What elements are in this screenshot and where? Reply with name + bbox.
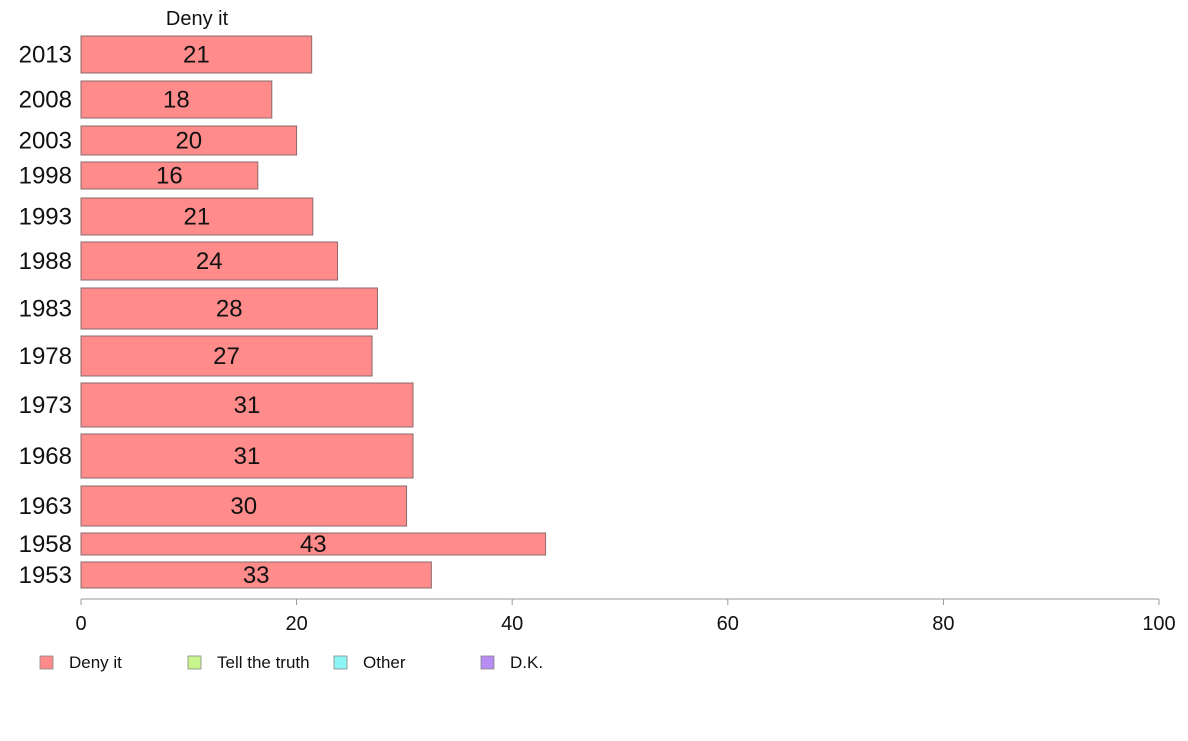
bar-2013: [80, 35, 313, 74]
legend: Deny it Tell the truth Other D.K.: [39, 653, 543, 672]
x-axis: 0 20 40 60 80 100: [75, 598, 1176, 635]
x-tick-label-40: 40: [501, 613, 523, 635]
bar-1958: [80, 532, 547, 556]
category-label-1963: 1963: [19, 493, 72, 520]
x-tick-label-20: 20: [285, 613, 307, 635]
bar-1968: [80, 433, 414, 479]
value-label-1973: 31: [234, 392, 261, 419]
value-label-1993: 21: [184, 204, 211, 231]
value-label-1958: 43: [300, 531, 327, 558]
category-label-1998: 1998: [19, 163, 72, 190]
value-label-1953: 33: [243, 562, 270, 589]
bar-1988: [80, 241, 339, 281]
x-tick-label-0: 0: [75, 613, 86, 635]
bar-1953: [80, 561, 432, 589]
legend-label-deny-it: Deny it: [69, 653, 122, 672]
category-label-1993: 1993: [19, 204, 72, 231]
category-label-1958: 1958: [19, 531, 72, 558]
panel-title: Deny it: [166, 8, 229, 30]
category-label-1968: 1968: [19, 443, 72, 470]
value-label-2008: 18: [163, 87, 190, 114]
bar-1983: [80, 287, 378, 330]
bar-1998: [80, 161, 259, 190]
category-label-1983: 1983: [19, 296, 72, 323]
x-tick-label-60: 60: [717, 613, 739, 635]
bar-1963: [80, 485, 408, 527]
value-label-2003: 20: [175, 128, 202, 155]
category-label-2013: 2013: [19, 42, 72, 69]
category-label-2003: 2003: [19, 128, 72, 155]
legend-swatch-other: [333, 655, 348, 670]
value-label-2013: 21: [183, 42, 210, 69]
x-tick-label-80: 80: [932, 613, 954, 635]
value-label-1998: 16: [156, 163, 183, 190]
legend-label-tell-the-truth: Tell the truth: [217, 653, 310, 672]
category-label-1953: 1953: [19, 562, 72, 589]
category-label-1978: 1978: [19, 343, 72, 370]
category-label-1973: 1973: [19, 392, 72, 419]
legend-swatch-tell-the-truth: [187, 655, 202, 670]
x-tick-label-100: 100: [1142, 613, 1175, 635]
value-label-1963: 30: [230, 493, 257, 520]
bar-1978: [80, 335, 373, 377]
value-label-1978: 27: [213, 343, 240, 370]
bars-layer: 2013 21 2008 18 2003 20 1998 16 1993 21 1988 24 1983…: [19, 35, 547, 589]
value-label-1983: 28: [216, 296, 243, 323]
category-label-2008: 2008: [19, 87, 72, 114]
bar-2003: [80, 125, 298, 156]
legend-swatch-deny-it: [39, 655, 54, 670]
value-label-1968: 31: [234, 443, 261, 470]
category-label-1988: 1988: [19, 248, 72, 275]
legend-label-other: Other: [363, 653, 406, 672]
bar-1973: [80, 382, 414, 428]
legend-swatch-d-k: [480, 655, 495, 670]
legend-label-d-k: D.K.: [510, 653, 543, 672]
bar-2008: [80, 80, 273, 119]
bar-1993: [80, 197, 314, 236]
value-label-1988: 24: [196, 248, 223, 275]
